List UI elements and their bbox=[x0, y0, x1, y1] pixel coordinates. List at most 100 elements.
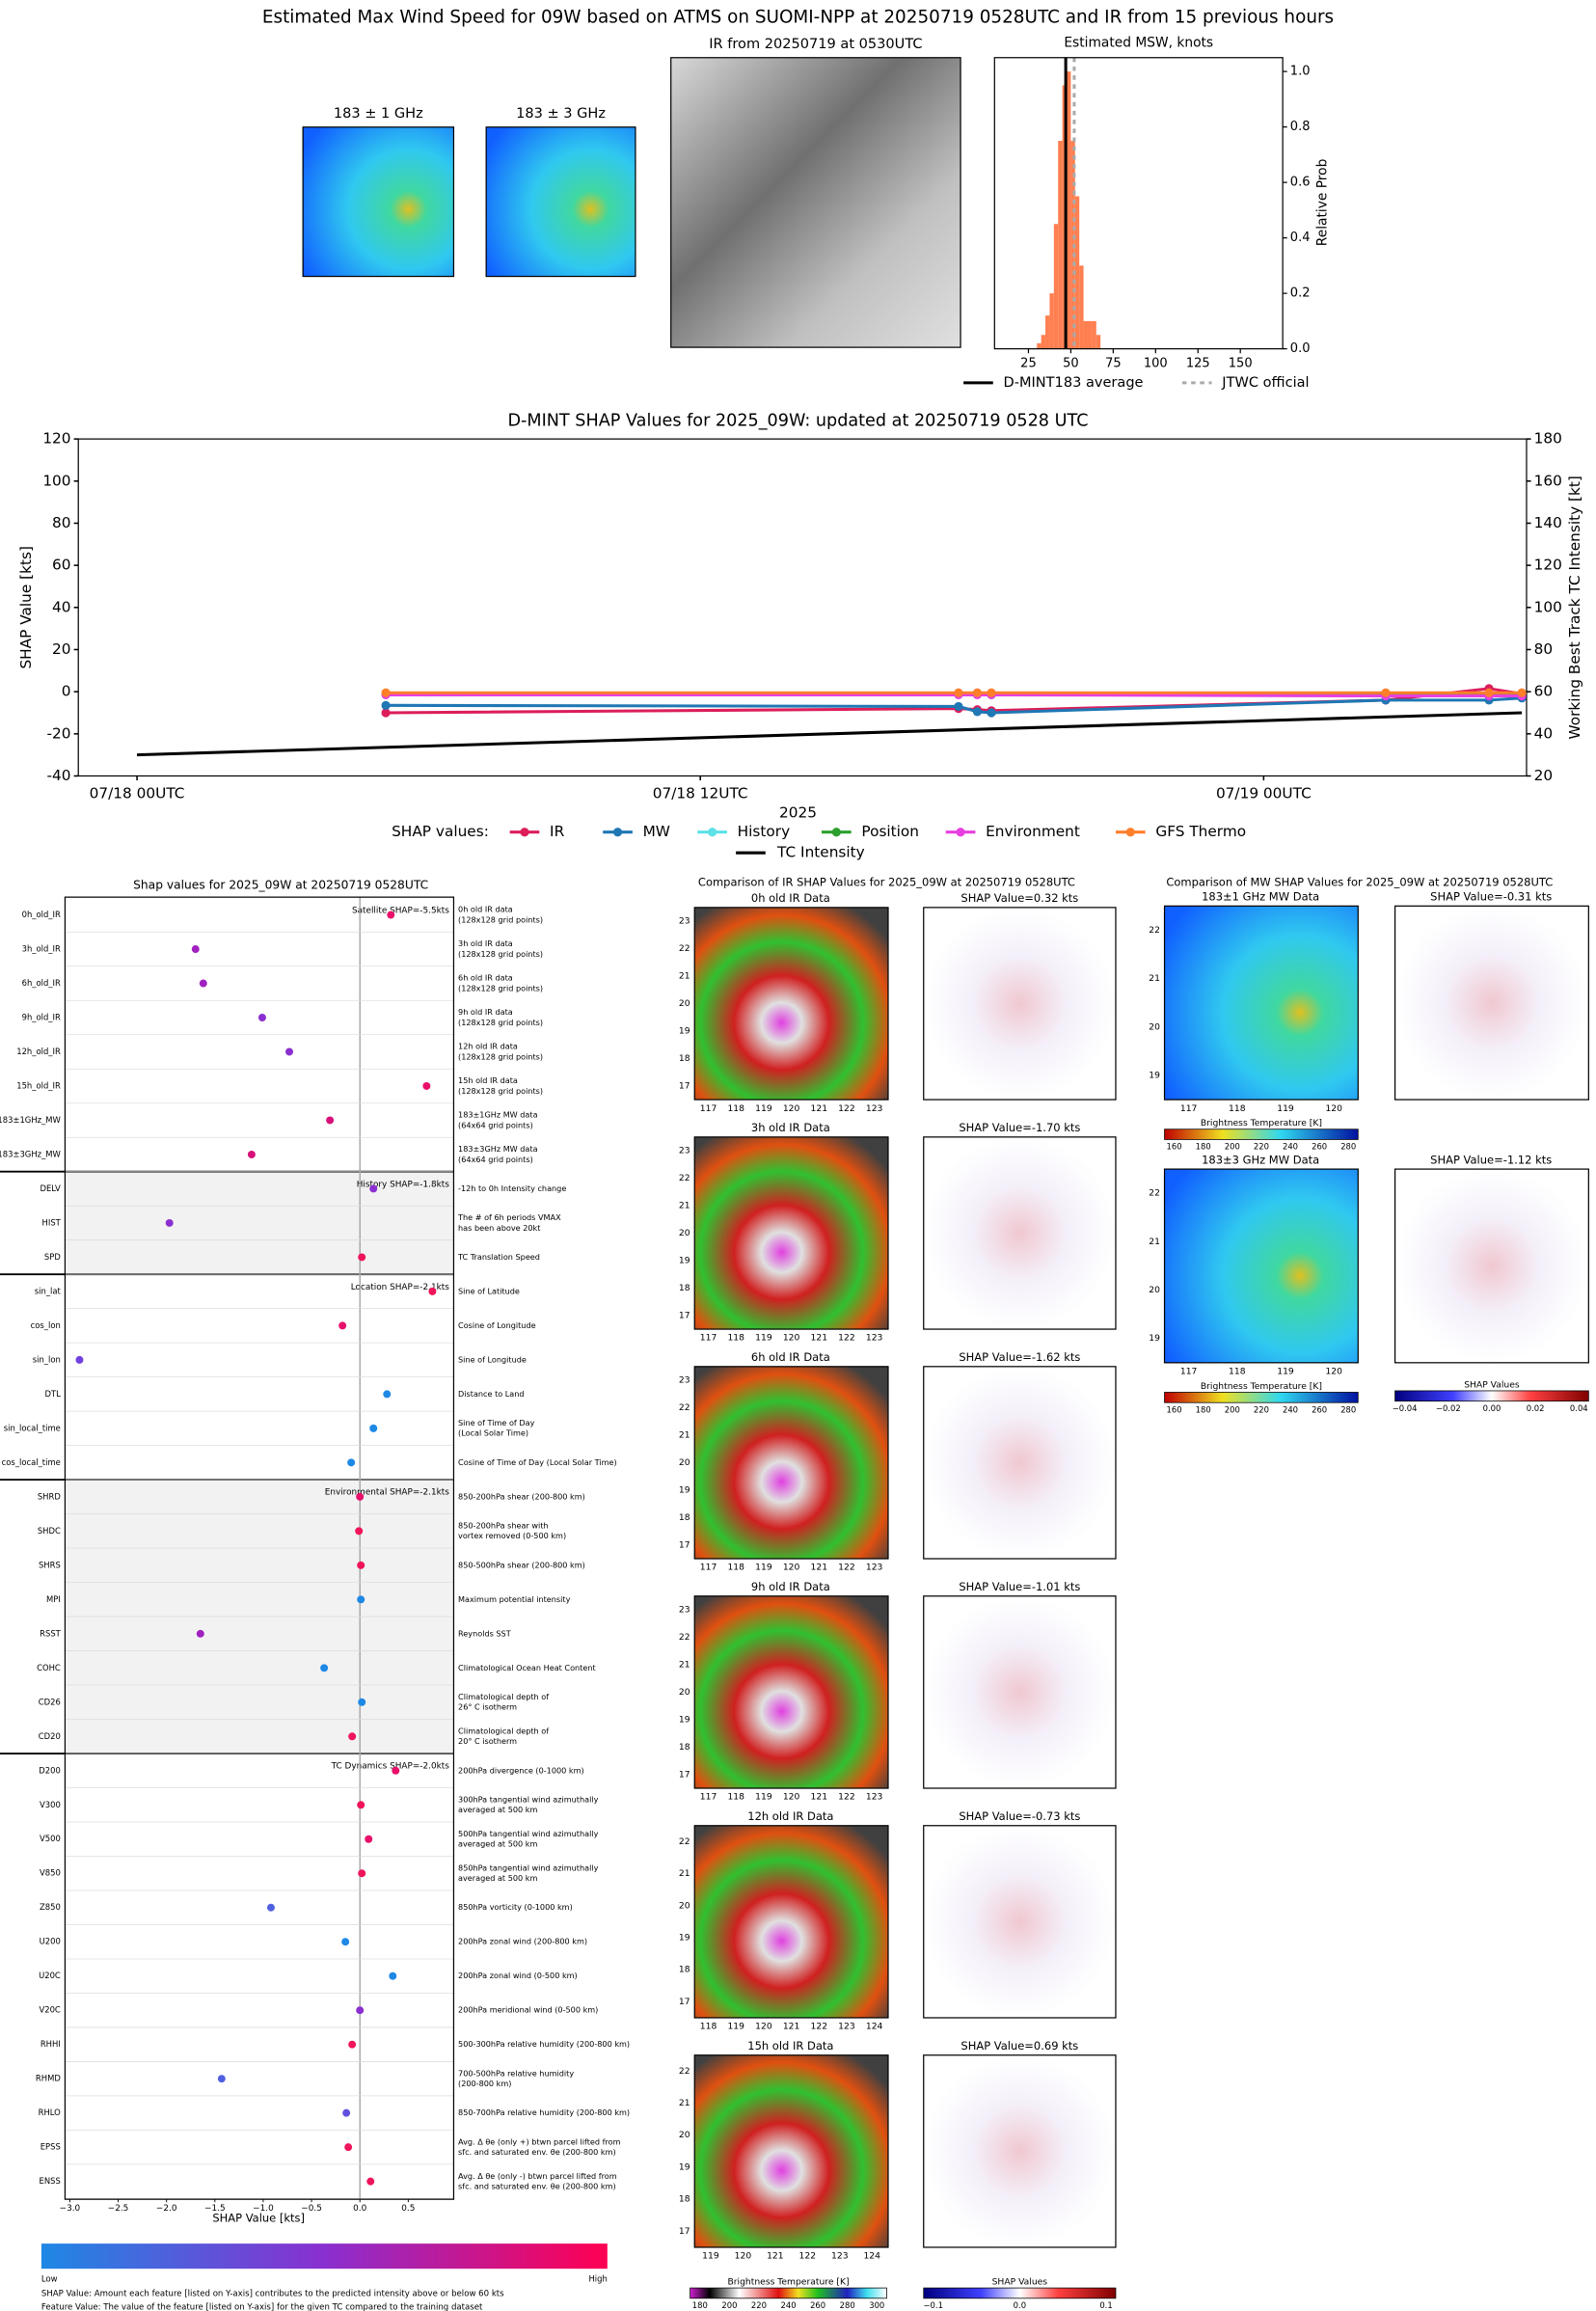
panel-frame bbox=[1393, 905, 1589, 1101]
x-tick-label: 121 bbox=[767, 2251, 784, 2262]
colorbar-tick: 160 bbox=[1167, 1404, 1182, 1414]
x-tick-label: −1.5 bbox=[204, 2204, 226, 2214]
section-title: Comparison of MW SHAP Values for 2025_09… bbox=[1166, 875, 1553, 888]
panel-frame bbox=[923, 907, 1117, 1101]
legend-marker bbox=[1125, 828, 1135, 837]
panel-frame bbox=[923, 1825, 1117, 2019]
shap-dot bbox=[365, 1835, 373, 1843]
panel-title: 15h old IR Data bbox=[747, 2039, 833, 2053]
y-tick-label: 19 bbox=[679, 1025, 690, 1036]
feature-label: MPI bbox=[46, 1594, 61, 1604]
shap-dot bbox=[344, 2143, 353, 2152]
y-tick-label: 21 bbox=[679, 1429, 690, 1440]
colorbar-tick: 240 bbox=[1283, 1142, 1298, 1152]
series-point bbox=[1381, 688, 1391, 697]
x-tick-label: 07/18 00UTC bbox=[90, 784, 185, 802]
series-point bbox=[954, 688, 963, 697]
colorbar-tick: 300 bbox=[869, 2300, 884, 2310]
x-tick-label: 123 bbox=[866, 1103, 883, 1114]
shap-dot bbox=[392, 1766, 400, 1775]
y-tick-label: 23 bbox=[679, 1146, 690, 1156]
y2-tick-label: 80 bbox=[1534, 640, 1554, 658]
series-point bbox=[972, 688, 983, 697]
y-tick-label: 22 bbox=[1149, 925, 1160, 936]
x-tick-label: 07/19 00UTC bbox=[1216, 784, 1312, 802]
shap-dot bbox=[357, 1801, 365, 1809]
y-tick-label: 21 bbox=[679, 971, 690, 982]
panel-title: SHAP Value=-1.62 kts bbox=[959, 1350, 1080, 1364]
series-point bbox=[954, 701, 963, 712]
x-tick-label: 117 bbox=[700, 1333, 717, 1344]
panel-title: SHAP Value=-0.73 kts bbox=[959, 1809, 1080, 1823]
y-tick-label: 19 bbox=[1149, 1333, 1160, 1344]
group-title: History SHAP=-1.8kts bbox=[357, 1180, 449, 1189]
legend-label: JTWC official bbox=[1221, 374, 1309, 391]
x-tick-label: 25 bbox=[1020, 356, 1037, 370]
feature-desc: 12h old IR data bbox=[458, 1042, 518, 1051]
series-point bbox=[1484, 688, 1494, 697]
x-tick-label: 117 bbox=[1180, 1103, 1198, 1114]
x-tick-label: 0.0 bbox=[353, 2204, 366, 2214]
feature-label: V20C bbox=[40, 2005, 61, 2015]
panel-title: SHAP Value=-0.31 kts bbox=[1430, 890, 1552, 904]
colorbar-tick: 240 bbox=[781, 2300, 797, 2310]
feature-desc: Avg. Δ θe (only +) btwn parcel lifted fr… bbox=[458, 2136, 621, 2146]
panel-frame bbox=[923, 2054, 1117, 2248]
y-tick-label: 20 bbox=[679, 1228, 690, 1238]
series-point bbox=[1517, 688, 1527, 697]
feature-colorbar bbox=[41, 2243, 608, 2270]
colorbar-tick: 280 bbox=[1340, 1142, 1356, 1152]
y-tick-label: 20 bbox=[679, 1687, 690, 1698]
colorbar bbox=[1164, 1392, 1359, 1403]
panel-title: 12h old IR Data bbox=[747, 1809, 833, 1823]
y-tick-label: 21 bbox=[1149, 973, 1160, 984]
feature-desc: Climatological depth of bbox=[458, 1692, 550, 1701]
x-tick-label: 117 bbox=[700, 1792, 717, 1803]
panel-frame bbox=[1393, 1168, 1589, 1364]
feature-desc: (128x128 grid points) bbox=[458, 1018, 543, 1027]
y-tick-label: 21 bbox=[679, 1200, 690, 1210]
feature-label: V300 bbox=[40, 1800, 61, 1809]
feature-label: cos_local_time bbox=[2, 1457, 61, 1467]
shap-dot bbox=[389, 1971, 397, 1980]
feature-desc: Cosine of Time of Day (Local Solar Time) bbox=[458, 1457, 617, 1467]
y-tick-label: 19 bbox=[679, 1255, 690, 1265]
x-label: SHAP Value [kts] bbox=[212, 2212, 305, 2225]
colorbar-tick: 200 bbox=[1225, 1142, 1240, 1152]
feature-label: HIST bbox=[42, 1217, 62, 1227]
panel-frame bbox=[64, 896, 455, 2200]
panel-frame bbox=[923, 1366, 1117, 1560]
shap-dot bbox=[348, 2040, 357, 2049]
image-title: 183 ± 3 GHz bbox=[516, 105, 606, 122]
feature-desc: 200hPa zonal wind (200-800 km) bbox=[458, 1937, 587, 1946]
legend-label: GFS Thermo bbox=[1155, 823, 1246, 840]
feature-desc: 850-700hPa relative humidity (200-800 km… bbox=[458, 2107, 630, 2117]
x-tick-label: 150 bbox=[1229, 356, 1253, 370]
y-tick-label: 17 bbox=[679, 2226, 690, 2237]
hist-bar bbox=[1074, 196, 1080, 349]
x-tick-label: 123 bbox=[866, 1333, 883, 1344]
x-tick-label: 120 bbox=[1325, 1367, 1342, 1377]
legend-label: IR bbox=[550, 823, 565, 840]
panel-frame bbox=[485, 126, 636, 278]
feature-desc: 20° C isotherm bbox=[458, 1736, 517, 1746]
feature-label: RHHI bbox=[41, 2039, 61, 2049]
x-tick-label: 118 bbox=[727, 1103, 744, 1114]
x-tick-label: 122 bbox=[838, 1103, 855, 1114]
colorbar-tick: 260 bbox=[1312, 1404, 1327, 1414]
series-line bbox=[386, 693, 1523, 698]
x-tick-label: 124 bbox=[866, 2022, 883, 2032]
panel-title: SHAP Value=-1.12 kts bbox=[1430, 1153, 1552, 1166]
x-tick-label: 120 bbox=[783, 1792, 800, 1803]
y-tick-label: 17 bbox=[679, 1997, 690, 2007]
y-tick-label: 22 bbox=[1149, 1188, 1160, 1199]
feature-desc: The # of 6h periods VMAX bbox=[457, 1212, 561, 1222]
colorbar-tick: 180 bbox=[1196, 1142, 1211, 1152]
shap-dot bbox=[326, 1116, 335, 1125]
feature-label: sin_lat bbox=[35, 1286, 62, 1295]
feature-desc: 500-300hPa relative humidity (200-800 km… bbox=[458, 2039, 630, 2049]
x-tick-label: 119 bbox=[755, 1103, 772, 1114]
hist-bar bbox=[1049, 293, 1054, 349]
colorbar-high: High bbox=[588, 2273, 607, 2283]
shap-dot bbox=[75, 1355, 84, 1364]
